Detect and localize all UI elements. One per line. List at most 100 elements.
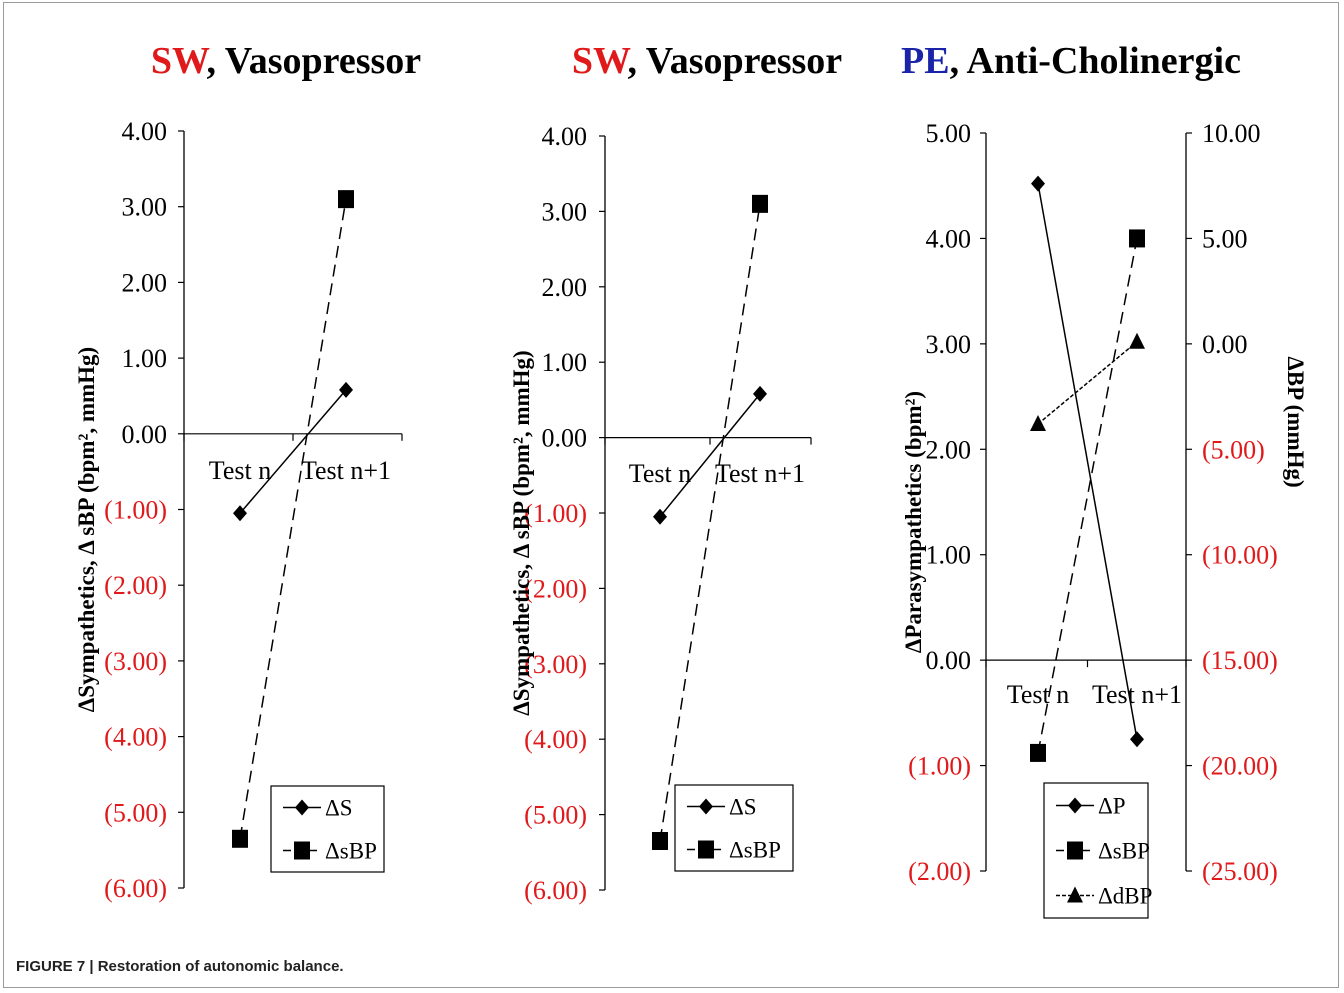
y-tick-label: 0.00 (926, 646, 972, 675)
y-right-tick-label: (5.00) (1202, 435, 1265, 464)
y-right-tick-label: 10.00 (1202, 119, 1261, 148)
y-tick-label: 3.00 (542, 197, 588, 226)
y-tick-label: (3.00) (524, 650, 587, 679)
data-point-diamond (1031, 175, 1045, 192)
series-line-diamond (239, 389, 347, 514)
legend-label: ΔS (729, 795, 757, 820)
y-axis-title: ΔParasympathetics (bpm²) (901, 391, 926, 653)
legend-marker-square (698, 840, 714, 859)
y-tick-label: 3.00 (122, 193, 168, 222)
data-point-square (338, 190, 354, 209)
y-tick-label: (3.00) (104, 647, 167, 676)
legend: ΔP ΔsBP ΔdBP (1043, 782, 1152, 919)
data-point-diamond (1130, 731, 1144, 748)
y-tick-label: 0.00 (122, 420, 168, 449)
y-tick-label: 4.00 (122, 117, 168, 146)
y-tick-label: 1.00 (122, 344, 168, 373)
data-point-square (1030, 743, 1046, 762)
data-point-triangle (1129, 332, 1145, 349)
legend-label: ΔsBP (1098, 839, 1150, 864)
y-right-tick-label: 0.00 (1202, 330, 1248, 359)
legend-label: ΔP (1098, 794, 1126, 819)
y-right-tick-label: (10.00) (1202, 541, 1278, 570)
x-category-label: Test n+1 (1092, 680, 1182, 709)
chart-title-1: SW, Vasopressor (151, 40, 421, 82)
y-tick-label: (2.00) (524, 574, 587, 603)
data-point-diamond (233, 505, 247, 522)
y-tick-label: (2.00) (908, 857, 971, 886)
chart-title-2: SW, Vasopressor (572, 40, 842, 82)
y-tick-label: 1.00 (926, 541, 972, 570)
y-tick-label: 4.00 (542, 122, 588, 151)
chart-title-rest: , Vasopressor (627, 40, 842, 82)
y-tick-label: (6.00) (104, 874, 167, 903)
chart-title-rest: , Anti-Cholinergic (950, 40, 1241, 82)
data-point-triangle (1030, 414, 1046, 431)
y-axis-right-title: ΔBP (mmHg) (1283, 356, 1308, 487)
figure-frame: SW, Vasopressor 4.00 3.00 2.00 1.00 0.00 (1.00… (3, 2, 1339, 988)
x-category-label: Test n+1 (715, 459, 805, 488)
chart-panel-2: SW, Vasopressor 4.00 3.00 2.00 1.00 0.00 (1.00… (509, 40, 842, 905)
chart-title-prefix: SW (572, 40, 631, 82)
y-tick-label: (5.00) (524, 801, 587, 830)
y-tick-label: 4.00 (926, 224, 972, 253)
x-category-label: Test n (209, 456, 271, 485)
series-line-diamond (659, 393, 761, 518)
y-tick-label: (4.00) (104, 723, 167, 752)
y-tick-label: (4.00) (524, 725, 587, 754)
x-category-label: Test n (629, 459, 691, 488)
y-right-tick-label: (25.00) (1202, 857, 1278, 886)
legend: ΔS ΔsBP (674, 784, 794, 872)
legend: ΔS ΔsBP (270, 785, 385, 873)
y-tick-label: 2.00 (122, 268, 168, 297)
legend-box (674, 784, 794, 872)
data-point-diamond (339, 381, 353, 398)
series-line-square (1037, 238, 1138, 754)
chart-title-prefix: SW (151, 40, 210, 82)
series-line-triangle (1037, 341, 1138, 425)
chart-title-rest: , Vasopressor (206, 40, 421, 82)
legend-box (270, 785, 385, 873)
y-tick-label: 3.00 (926, 330, 972, 359)
y-tick-label: (6.00) (524, 876, 587, 905)
legend-label: ΔsBP (325, 839, 377, 864)
y-tick-label: 2.00 (542, 273, 588, 302)
series-line-diamond (1037, 183, 1138, 740)
y-right-tick-label: 5.00 (1202, 224, 1248, 253)
y-axis-title: ΔSympathetics, Δ sBP (bpm², mmHg) (509, 350, 534, 715)
y-tick-label: (1.00) (524, 499, 587, 528)
data-point-diamond (753, 385, 767, 402)
chart-panel-1: SW, Vasopressor 4.00 3.00 2.00 1.00 0.00 (1.00… (74, 40, 421, 903)
legend-marker-diamond (295, 799, 309, 816)
data-point-square (652, 831, 668, 850)
series-line-square (239, 199, 347, 839)
legend-label: ΔS (325, 796, 353, 821)
data-point-square (752, 194, 768, 213)
y-tick-label: 2.00 (926, 435, 972, 464)
figure-caption: FIGURE 7 | Restoration of autonomic bala… (16, 958, 344, 975)
y-axis-title: ΔSympathetics, Δ sBP (bpm², mmHg) (74, 347, 99, 712)
legend-label: ΔsBP (729, 838, 781, 863)
chart-panel-3: PE, Anti-Cholinergic 5.00 4.00 3.00 2.00 1.00… (901, 40, 1308, 919)
series-line-square (659, 203, 761, 842)
legend-marker-square (1067, 841, 1083, 860)
y-tick-label: 5.00 (926, 119, 972, 148)
chart-title-3: PE, Anti-Cholinergic (901, 40, 1241, 82)
figure-svg: SW, Vasopressor4.003.002.001.000.00(1.00… (74, 40, 1308, 919)
y-right-tick-label: (15.00) (1202, 646, 1278, 675)
data-point-diamond (653, 508, 667, 525)
y-right-tick-label: (20.00) (1202, 752, 1278, 781)
legend-marker-triangle (1067, 886, 1083, 903)
data-point-square (232, 829, 248, 848)
x-category-label: Test n (1007, 680, 1069, 709)
x-category-label: Test n+1 (301, 456, 391, 485)
legend-label: ΔdBP (1098, 884, 1152, 909)
y-tick-label: 1.00 (542, 348, 588, 377)
y-tick-label: 0.00 (542, 424, 588, 453)
data-point-square (1129, 229, 1145, 248)
legend-marker-diamond (1068, 797, 1082, 814)
chart-title-prefix: PE (901, 40, 950, 82)
legend-marker-diamond (699, 798, 713, 815)
y-tick-label: (5.00) (104, 798, 167, 827)
legend-marker-square (294, 841, 310, 860)
